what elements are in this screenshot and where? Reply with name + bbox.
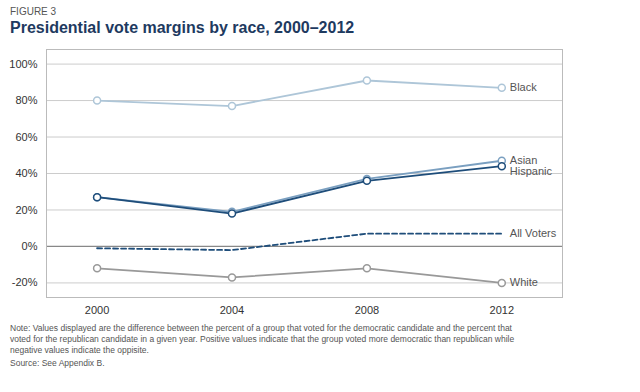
svg-text:40%: 40% xyxy=(15,167,37,179)
svg-text:Hispanic: Hispanic xyxy=(510,165,553,177)
svg-text:Asian: Asian xyxy=(509,154,538,167)
svg-text:0%: 0% xyxy=(22,240,38,252)
html-text:voted for the republican candi: voted for the republican candidate in a … xyxy=(10,334,515,344)
svg-text:-20%: -20% xyxy=(12,276,38,288)
svg-text:2008: 2008 xyxy=(355,304,379,316)
html-text:FIGURE 3: FIGURE 3 xyxy=(10,6,57,17)
svg-text:White: White xyxy=(510,276,538,288)
html-text:Source: See Appendix B.: Source: See Appendix B. xyxy=(10,358,105,368)
svg-text:60%: 60% xyxy=(15,131,37,143)
html-text:Presidential vote margins by r: Presidential vote margins by race, 2000–… xyxy=(10,19,355,36)
svg-text:100%: 100% xyxy=(9,58,37,70)
html-text:negative values indicate the o: negative values indicate the oppisite. xyxy=(10,345,149,355)
svg-text:All Voters: All Voters xyxy=(510,227,557,239)
svg-text:Black: Black xyxy=(510,81,537,93)
svg-text:2000: 2000 xyxy=(85,304,109,316)
svg-text:2004: 2004 xyxy=(220,304,244,316)
svg-text:2012: 2012 xyxy=(490,304,514,316)
html-text:Note: Values displayed are the: Note: Values displayed are the differenc… xyxy=(10,323,512,333)
svg-text:20%: 20% xyxy=(15,203,37,215)
svg-text:80%: 80% xyxy=(15,94,37,106)
